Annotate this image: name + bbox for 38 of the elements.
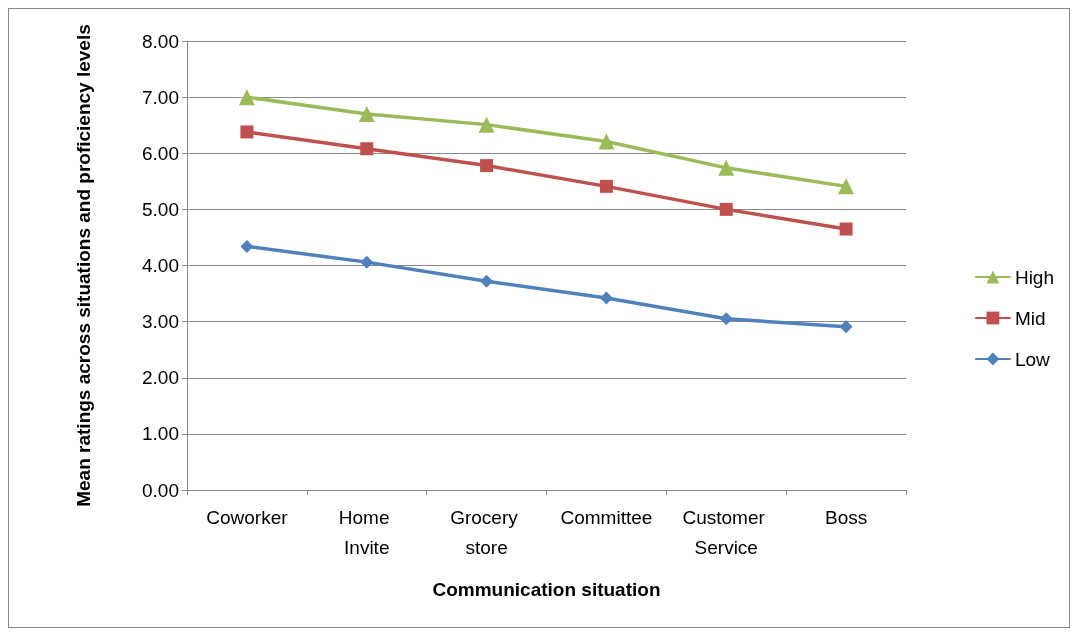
x-tick-label: Home Invite [338,506,395,558]
point [839,222,853,236]
point [478,116,495,133]
x-tick-label: Boss [824,506,868,528]
legend-label: Mid [1014,307,1046,329]
x-tick-label: Grocery store [450,506,524,558]
y-axis-title: Mean ratings across situations and proficiency levels [72,24,94,507]
point [838,178,855,195]
point [599,179,613,193]
point [598,133,615,150]
y-tick-label: 7.00 [142,86,179,108]
x-axis-title: Communication situation [432,579,661,600]
x-tick-label: Committee [560,506,653,528]
point [480,159,494,173]
point [240,125,254,139]
y-tick-label: 0.00 [142,479,179,501]
point [839,320,853,334]
point [480,274,494,288]
point [719,312,733,326]
point [718,159,735,176]
y-tick-label: 2.00 [142,367,179,389]
point [599,291,613,305]
point [358,105,375,122]
y-tick-label: 3.00 [142,311,179,333]
point [719,202,733,216]
point [360,255,374,269]
point [240,239,254,253]
legend-label: High [1014,266,1054,288]
y-tick-label: 4.00 [142,255,179,276]
y-tick-label: 6.00 [142,142,179,164]
point [360,142,374,156]
x-tick-label: Customer Service [682,506,771,558]
y-tick-label: 8.00 [142,30,179,52]
y-tick-label: 5.00 [142,198,179,220]
x-tick-label: Coworker [206,506,289,528]
y-tick-label: 1.00 [142,423,179,445]
point [238,89,255,106]
legend-label: Low [1014,348,1051,370]
